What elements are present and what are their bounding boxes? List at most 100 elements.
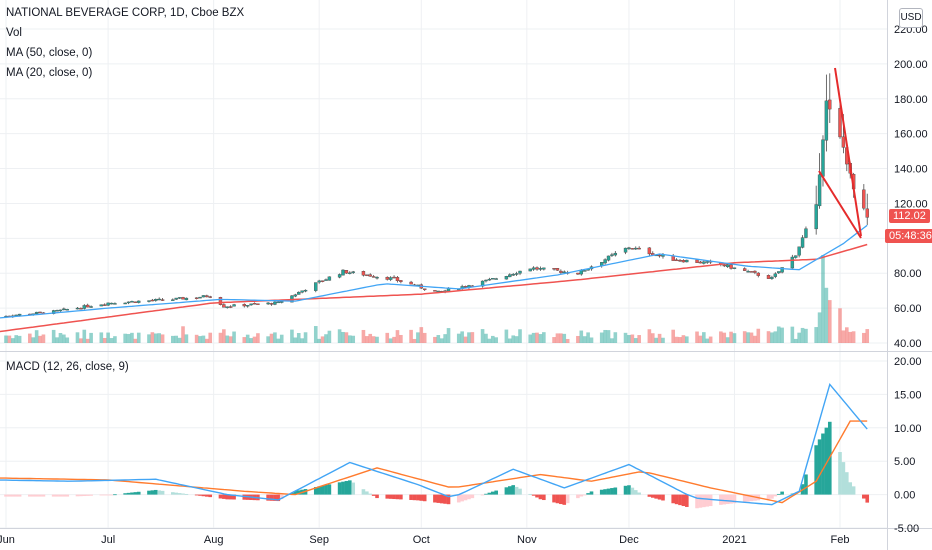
volume-bar (770, 332, 774, 343)
macd-histogram-bar (422, 494, 427, 502)
candle-body (55, 310, 59, 312)
volume-bar (773, 331, 778, 343)
volume-bar (463, 336, 468, 343)
candle-body (484, 279, 488, 282)
volume-bar (177, 337, 182, 343)
macd-histogram-bar (368, 493, 373, 495)
price-tick-label: 140.00 (894, 164, 928, 176)
volume-bar (776, 326, 781, 343)
volume-bar (793, 338, 798, 343)
macd-histogram-bar (171, 492, 175, 495)
candle-body (34, 311, 39, 314)
macd-histogram-bar (106, 494, 110, 496)
candle-body (348, 272, 352, 274)
volume-bar (422, 332, 427, 343)
candle-body (184, 297, 189, 301)
volume-bar (337, 329, 342, 343)
candle-body (725, 264, 730, 268)
macd-histogram-bar (824, 427, 829, 495)
candle-body (463, 285, 468, 288)
volume-bar (845, 327, 849, 343)
symbol-title[interactable]: NATIONAL BEVERAGE CORP, 1D, Cboe BZX (6, 7, 245, 19)
macd-histogram-bar (749, 494, 754, 502)
candle-body (613, 252, 618, 256)
macd-histogram-bar (504, 487, 509, 495)
volume-bar (586, 332, 590, 343)
volume-bar (838, 308, 842, 343)
volume-bar (55, 337, 59, 343)
volume-bar (606, 330, 611, 343)
volume-bar (65, 337, 70, 343)
macd-histogram-bar (821, 433, 825, 495)
macd-histogram-bar (613, 487, 618, 495)
candle-body (606, 255, 611, 261)
macd-histogram-bar (79, 494, 83, 497)
volume-bar (487, 338, 492, 343)
candle-body (828, 99, 832, 110)
macd-signal-line (0, 420, 868, 504)
macd-histogram-bar (681, 494, 686, 507)
volume-bar (313, 326, 318, 343)
macd-histogram-bar (34, 494, 39, 497)
volume-bar (365, 336, 369, 343)
volume-bar (348, 335, 352, 343)
volume-bar (657, 333, 662, 343)
macd-histogram-bar (399, 494, 403, 500)
currency-button[interactable]: USD (899, 8, 923, 28)
volume-bar (395, 330, 400, 343)
macd-histogram-bar (685, 494, 689, 507)
macd-histogram-bar (361, 489, 366, 495)
candle-body (201, 295, 206, 298)
candle-body (327, 276, 332, 281)
macd-histogram-bar (388, 494, 393, 499)
candle-body (388, 277, 393, 280)
legend-macd[interactable]: MACD (12, 26, close, 9) (6, 361, 129, 373)
macd-histogram-bar (542, 494, 546, 501)
legend-vol[interactable]: Vol (6, 27, 22, 39)
volume-bar (85, 338, 90, 343)
macd-histogram-bar (770, 494, 774, 499)
macd-histogram-bar (698, 494, 703, 508)
candle-body (399, 280, 403, 283)
macd-histogram-bar (433, 494, 437, 503)
candle-body (749, 271, 754, 273)
trendline-drawing[interactable] (818, 67, 862, 239)
candle-body (123, 302, 127, 305)
volume-bar (368, 333, 373, 343)
last-price-badge: 112.02 (889, 209, 930, 223)
macd-histogram-bar (463, 494, 468, 501)
legend-ma50[interactable]: MA (50, close, 0) (6, 47, 93, 59)
candle-body (109, 302, 114, 305)
candle-body (756, 272, 761, 276)
volume-bar (732, 333, 737, 343)
volume-bar (480, 329, 485, 343)
macd-tick-label: 0.00 (894, 490, 915, 502)
macd-histogram-bar (313, 487, 318, 495)
macd-histogram-bar (317, 486, 321, 495)
volume-bar (232, 331, 236, 343)
volume-bar (416, 332, 420, 343)
trendline-upper (834, 67, 862, 237)
volume-bar (419, 327, 424, 343)
volume-bar (821, 255, 825, 343)
legend-ma20[interactable]: MA (20, close, 0) (6, 67, 93, 79)
macd-histogram-bar (222, 494, 226, 499)
macd-histogram-bar (4, 494, 8, 497)
volume-bar (208, 332, 213, 343)
volume-bar (14, 335, 19, 343)
volume-bar (661, 337, 665, 343)
macd-histogram-bar (11, 494, 15, 497)
macd-tick-label: 15.00 (894, 389, 922, 401)
macd-histogram-bar (443, 494, 447, 504)
candle-body (222, 304, 226, 308)
macd-histogram-bar (630, 487, 635, 495)
volume-bar (514, 336, 519, 343)
candle-body (174, 297, 178, 300)
volume-bar (650, 333, 655, 343)
macd-tick-label: 10.00 (894, 423, 922, 435)
time-tick-label: Sep (309, 534, 329, 546)
candle-body (518, 270, 522, 274)
macd-histogram-bar (136, 491, 141, 495)
